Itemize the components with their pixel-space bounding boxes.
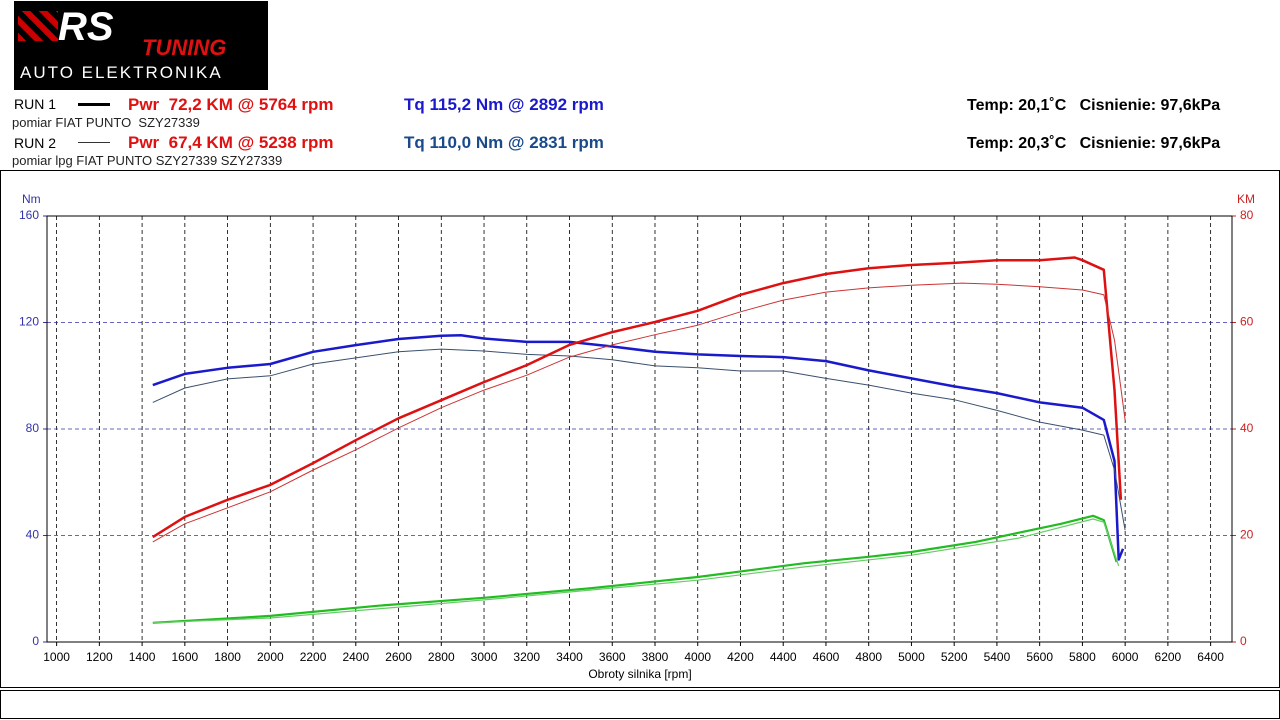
x-tick-label: 4800 bbox=[855, 650, 882, 664]
y-tick-label: 0 bbox=[32, 634, 39, 648]
x-tick-label: 6400 bbox=[1197, 650, 1224, 664]
x-tick-label: 1000 bbox=[43, 650, 70, 664]
run-power: Pwr 72,2 KM @ 5764 rpm bbox=[128, 95, 334, 114]
x-tick-label: 1800 bbox=[214, 650, 241, 664]
run-label: RUN 1 bbox=[14, 96, 57, 112]
logo-tag: AUTO ELEKTRONIKA bbox=[20, 63, 223, 82]
chart-frame bbox=[0, 170, 1280, 688]
logo: RS TUNING AUTO ELEKTRONIKA bbox=[14, 1, 268, 90]
x-tick-label: 2400 bbox=[342, 650, 369, 664]
x-tick-label: 1400 bbox=[129, 650, 156, 664]
run-label: RUN 2 bbox=[14, 135, 57, 151]
x-tick-label: 2000 bbox=[257, 650, 284, 664]
logo-main: RS bbox=[58, 5, 114, 49]
y-tick-label: 120 bbox=[19, 315, 39, 329]
series-line bbox=[152, 514, 1118, 624]
y2-tick-label: 40 bbox=[1240, 421, 1254, 435]
y2-tick-label: 60 bbox=[1240, 315, 1254, 329]
x-tick-label: 2200 bbox=[300, 650, 327, 664]
x-tick-label: 3400 bbox=[556, 650, 583, 664]
run-power: Pwr 67,4 KM @ 5238 rpm bbox=[128, 133, 334, 152]
x-tick-label: 5800 bbox=[1069, 650, 1096, 664]
x-tick-label: 5200 bbox=[941, 650, 968, 664]
y-tick-label: 40 bbox=[26, 528, 40, 542]
run-description: pomiar lpg FIAT PUNTO SZY27339 SZY27339 bbox=[12, 153, 283, 168]
series-line bbox=[152, 348, 1126, 531]
run-conditions: Temp: 20,3˚C Cisnienie: 97,6kPa bbox=[967, 135, 1221, 152]
x-tick-label: 5400 bbox=[984, 650, 1011, 664]
x-tick-label: 1200 bbox=[86, 650, 113, 664]
x-tick-label: 4200 bbox=[727, 650, 754, 664]
series-line bbox=[152, 282, 1126, 543]
status-frame bbox=[0, 690, 1280, 719]
x-tick-label: 4000 bbox=[684, 650, 711, 664]
y2-axis-label: KM bbox=[1237, 192, 1255, 206]
logo-sub: TUNING bbox=[142, 35, 227, 60]
x-tick-label: 2600 bbox=[385, 650, 412, 664]
x-tick-label: 3000 bbox=[471, 650, 498, 664]
plot-frame bbox=[46, 215, 1233, 643]
x-tick-label: 1600 bbox=[171, 650, 198, 664]
series-line bbox=[152, 518, 1120, 624]
x-axis-label: Obroty silnika [rpm] bbox=[588, 667, 691, 681]
y-axis-label: Nm bbox=[22, 192, 41, 206]
y2-tick-label: 0 bbox=[1240, 634, 1247, 648]
x-tick-label: 3600 bbox=[599, 650, 626, 664]
y2-tick-label: 20 bbox=[1240, 528, 1254, 542]
series-line bbox=[152, 256, 1123, 539]
x-tick-label: 4400 bbox=[770, 650, 797, 664]
x-tick-label: 2800 bbox=[428, 650, 455, 664]
run-description: pomiar FIAT PUNTO SZY27339 bbox=[12, 115, 200, 130]
chart: Nm KM Obroty silnika [rpm] 1000 1200 1400 1… bbox=[0, 170, 1280, 719]
x-tick-label: 3200 bbox=[513, 650, 540, 664]
y-tick-label: 80 bbox=[26, 421, 40, 435]
x-tick-label: 3800 bbox=[642, 650, 669, 664]
x-tick-label: 5600 bbox=[1026, 650, 1053, 664]
y-tick-label: 160 bbox=[19, 208, 39, 222]
series-line bbox=[152, 334, 1125, 561]
run-torque: Tq 110,0 Nm @ 2831 rpm bbox=[404, 133, 604, 152]
run-torque: Tq 115,2 Nm @ 2892 rpm bbox=[404, 95, 604, 114]
x-tick-label: 6000 bbox=[1112, 650, 1139, 664]
y2-tick-label: 80 bbox=[1240, 208, 1254, 222]
x-tick-label: 5000 bbox=[898, 650, 925, 664]
run-legend bbox=[78, 142, 110, 143]
run-legend bbox=[78, 103, 110, 106]
logo-checker bbox=[18, 11, 58, 41]
x-tick-label: 6200 bbox=[1155, 650, 1182, 664]
x-tick-label: 4600 bbox=[813, 650, 840, 664]
run-conditions: Temp: 20,1˚C Cisnienie: 97,6kPa bbox=[967, 97, 1221, 114]
